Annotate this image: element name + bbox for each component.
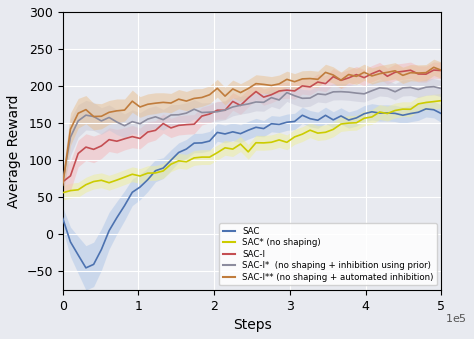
Text: $\mathregular{1e5}$: $\mathregular{1e5}$ [445,312,467,324]
X-axis label: Steps: Steps [233,318,272,332]
Y-axis label: Average Reward: Average Reward [7,94,21,207]
Legend: SAC, SAC* (no shaping), SAC-I, SAC-I*  (no shaping + inhibition using prior), SA: SAC, SAC* (no shaping), SAC-I, SAC-I* (n… [219,223,437,285]
